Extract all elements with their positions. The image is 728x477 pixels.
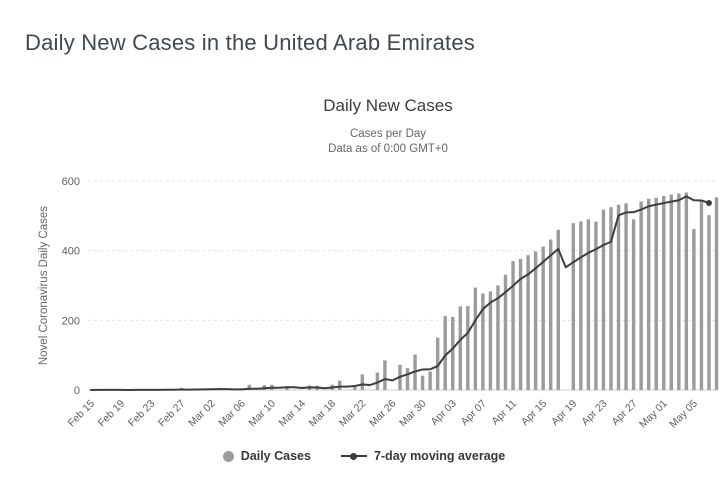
svg-text:400: 400 [62,246,80,258]
svg-text:Mar 26: Mar 26 [367,398,399,430]
svg-text:Apr 03: Apr 03 [428,398,458,428]
svg-text:Mar 30: Mar 30 [397,398,429,430]
svg-text:Apr 19: Apr 19 [549,398,579,428]
svg-text:Feb 23: Feb 23 [126,398,158,430]
svg-text:May 01: May 01 [637,398,670,431]
chart-header: Daily New Cases Cases per Day Data as of… [56,96,720,157]
svg-text:Apr 15: Apr 15 [519,398,549,428]
svg-text:Apr 27: Apr 27 [609,398,639,428]
svg-text:Mar 06: Mar 06 [216,398,248,430]
legend: Daily Cases 7-day moving average [0,449,728,463]
svg-text:Feb 27: Feb 27 [156,398,188,430]
svg-text:Mar 10: Mar 10 [246,398,278,430]
chart-title: Daily New Cases [323,96,453,115]
svg-text:Apr 07: Apr 07 [459,398,489,428]
chart-subtitle-line1: Cases per Day [349,128,427,140]
svg-text:0: 0 [74,385,80,397]
legend-item-daily-cases[interactable]: Daily Cases [222,449,311,463]
svg-text:600: 600 [62,176,80,188]
svg-text:Apr 11: Apr 11 [489,398,519,428]
svg-text:Mar 22: Mar 22 [337,398,369,430]
svg-text:Mar 18: Mar 18 [307,398,339,430]
moving-average-marker-icon [340,451,367,462]
svg-text:Feb 15: Feb 15 [66,398,98,430]
legend-label-moving-average: 7-day moving average [373,449,506,463]
svg-text:May 05: May 05 [667,398,700,431]
daily-cases-marker-icon [222,450,234,462]
legend-item-moving-average[interactable]: 7-day moving average [340,449,506,463]
svg-text:Feb 19: Feb 19 [96,398,128,430]
page-title: Daily New Cases in the United Arab Emira… [25,30,476,55]
legend-label-daily-cases: Daily Cases [240,449,311,463]
svg-text:Mar 02: Mar 02 [186,398,218,430]
svg-text:Apr 23: Apr 23 [579,398,609,428]
svg-text:Mar 14: Mar 14 [277,398,309,430]
svg-text:200: 200 [62,315,80,327]
chart-subtitle-line2: Data as of 0:00 GMT+0 [328,143,448,155]
